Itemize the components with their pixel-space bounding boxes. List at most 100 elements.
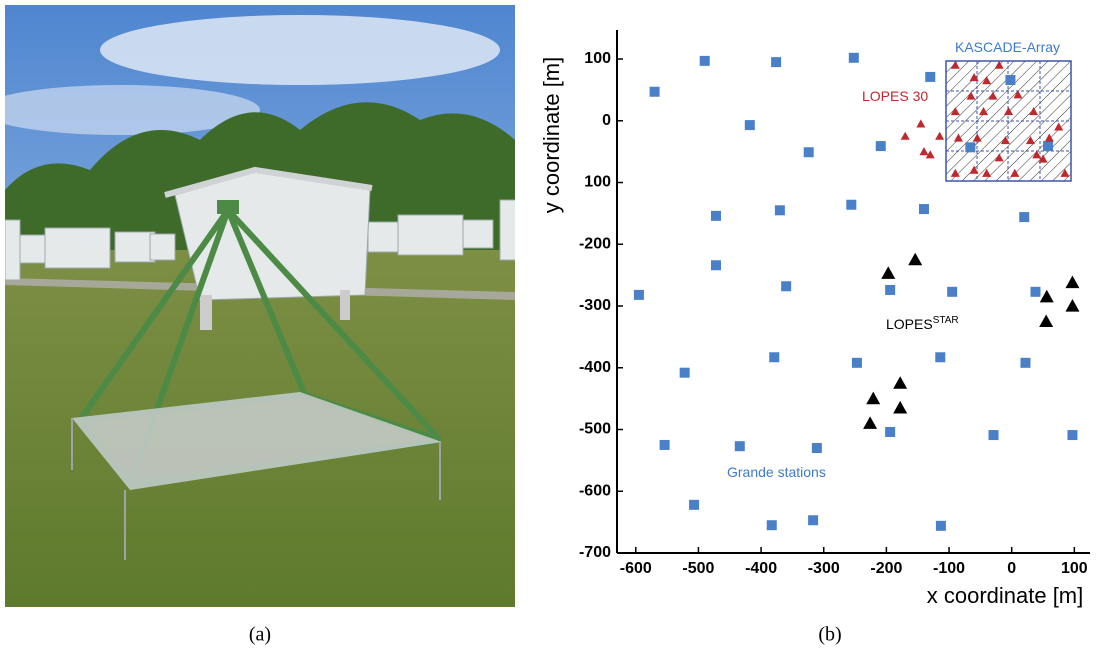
antenna — [966, 91, 976, 100]
annotation-text: KASCADE-Array — [955, 39, 1060, 55]
grande-station — [710, 210, 721, 221]
grande-station — [965, 142, 976, 153]
grande-station — [808, 515, 819, 526]
antenna — [950, 107, 960, 116]
grande-station — [918, 204, 929, 215]
antenna — [1000, 136, 1010, 145]
annotation-text: LOPES — [886, 316, 933, 332]
antenna — [1010, 168, 1020, 177]
x-tick-label: -400 — [745, 560, 777, 577]
grande-station — [848, 52, 859, 63]
annotation: LOPES 30 — [862, 88, 928, 104]
antenna — [988, 91, 998, 100]
antenna — [881, 266, 896, 279]
antenna — [1004, 107, 1014, 116]
grande-station — [803, 147, 814, 158]
antenna — [919, 147, 929, 156]
grande-station — [1043, 141, 1054, 152]
antenna — [1060, 168, 1070, 177]
x-tick-label: -300 — [808, 560, 840, 577]
antenna — [969, 165, 979, 174]
photo — [5, 5, 515, 607]
antenna — [994, 60, 1004, 69]
grande-station — [679, 367, 690, 378]
grande-station — [771, 57, 782, 68]
antenna — [863, 416, 878, 429]
x-tick-label: -500 — [682, 560, 714, 577]
antenna — [950, 168, 960, 177]
antenna — [953, 133, 963, 142]
grande-station — [885, 426, 896, 437]
grande-station — [1005, 75, 1016, 86]
caption: (b) — [818, 624, 841, 646]
antenna — [908, 252, 923, 266]
antenna — [893, 376, 908, 389]
antenna — [1039, 314, 1054, 328]
antenna — [900, 131, 910, 140]
grande-station — [885, 284, 896, 295]
y-tick-label: 100 — [584, 50, 611, 67]
x-tick-label: 100 — [1061, 560, 1088, 577]
y-tick-label: -400 — [579, 359, 611, 376]
annotation: LOPESSTAR — [886, 315, 959, 332]
y-tick-label: -200 — [579, 235, 611, 252]
antenna — [969, 73, 979, 82]
grande-station — [935, 352, 946, 363]
y-tick-label: -300 — [579, 297, 611, 314]
x-tick-label: -200 — [870, 560, 902, 577]
grande-station — [633, 289, 644, 300]
grande-station — [774, 205, 785, 216]
antenna — [1065, 299, 1080, 312]
antenna — [950, 60, 960, 69]
antenna — [982, 76, 992, 85]
grande-station — [734, 441, 745, 452]
antenna — [1032, 150, 1042, 159]
grande-station — [925, 71, 936, 82]
antenna — [1025, 136, 1035, 145]
grande-station — [947, 286, 958, 297]
x-tick-label: -600 — [620, 560, 652, 577]
caption: (a) — [249, 624, 271, 646]
y-tick-label: 0 — [602, 112, 611, 129]
grande-station — [710, 260, 721, 271]
grande-station — [1020, 357, 1031, 368]
annotation: Grande stations — [727, 464, 826, 480]
antenna — [893, 400, 908, 414]
y-axis-label: y coordinate [m] — [539, 57, 564, 214]
y-tick-label: 100 — [584, 174, 611, 191]
grande-station — [769, 352, 780, 363]
antenna — [866, 391, 881, 405]
x-tick-label: 0 — [1007, 560, 1016, 577]
antenna — [1065, 275, 1080, 289]
annotation-sup: STAR — [933, 315, 959, 326]
annotation-text: Grande stations — [727, 464, 826, 480]
grande-station — [851, 357, 862, 368]
antenna — [1054, 122, 1064, 131]
grande-station — [744, 120, 755, 131]
antenna — [1044, 133, 1054, 142]
y-tick-label: -600 — [579, 482, 611, 499]
grande-station — [699, 55, 710, 66]
grande-station — [1019, 212, 1030, 223]
antenna — [982, 168, 992, 177]
grande-station — [1030, 286, 1041, 297]
antenna — [1013, 90, 1023, 99]
antenna — [1038, 154, 1048, 163]
y-tick-label: -700 — [579, 544, 611, 561]
grande-station — [988, 430, 999, 441]
grande-station — [1067, 430, 1078, 441]
antenna — [925, 150, 935, 159]
annotation: KASCADE-Array — [955, 39, 1060, 55]
antenna — [1029, 107, 1039, 116]
y-tick-label: -500 — [579, 421, 611, 438]
antenna — [972, 133, 982, 142]
x-tick-label: -100 — [933, 560, 965, 577]
antenna — [916, 119, 926, 128]
grande-station — [689, 499, 700, 510]
antenna — [935, 131, 945, 140]
grande-station — [766, 520, 777, 531]
grande-station — [649, 86, 660, 97]
grande-station — [781, 281, 792, 292]
